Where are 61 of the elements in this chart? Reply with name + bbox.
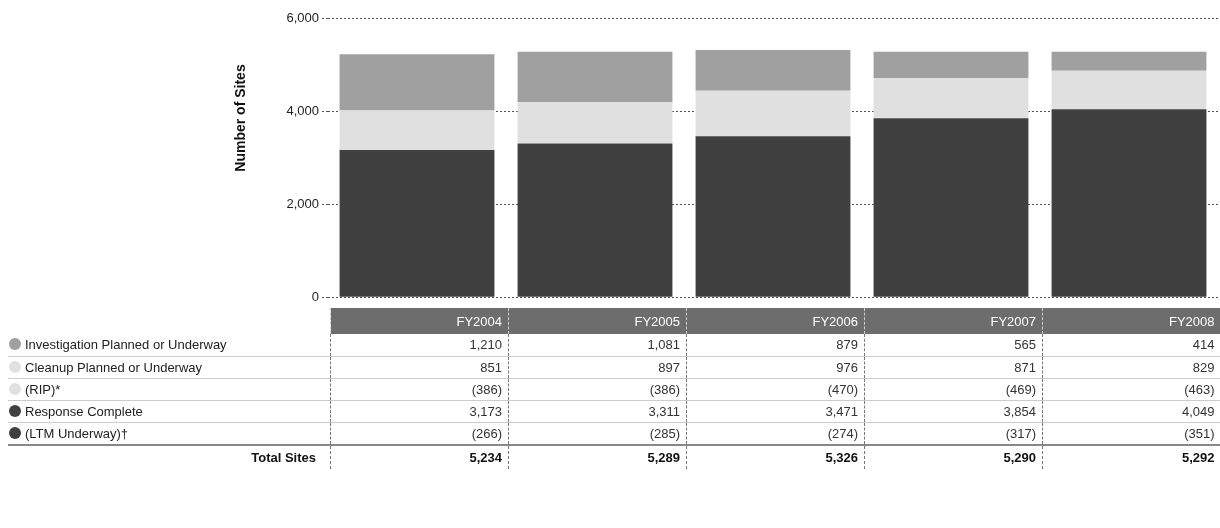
data-label: 3,311 bbox=[508, 400, 687, 422]
legend-label: Response Complete bbox=[24, 402, 144, 421]
bar bbox=[1051, 109, 1207, 297]
text: (463) bbox=[1184, 381, 1215, 397]
bar bbox=[517, 143, 673, 297]
text: (351) bbox=[1184, 425, 1215, 441]
bar bbox=[339, 54, 495, 111]
text: (386) bbox=[471, 381, 502, 397]
data-label: 879 bbox=[686, 334, 865, 356]
bar bbox=[1051, 51, 1207, 71]
bar bbox=[517, 101, 673, 144]
legend-label: (LTM Underway)† bbox=[24, 424, 130, 443]
text: 5,290 bbox=[864, 444, 1043, 469]
text: (469) bbox=[1005, 381, 1036, 397]
legend-label: Investigation Planned or Underway bbox=[24, 336, 228, 355]
x-tick-label: FY2006 bbox=[686, 308, 865, 334]
legend-label: (RIP)* bbox=[24, 380, 62, 399]
y-tick-label: 2,000 bbox=[286, 195, 319, 211]
bar bbox=[339, 149, 495, 297]
y-tick-label: 0 bbox=[311, 288, 319, 304]
y-axis-title: Number of Sites bbox=[232, 64, 248, 172]
y-tick-label: 4,000 bbox=[286, 103, 319, 119]
y-tick-label: 6,000 bbox=[286, 10, 319, 26]
data-label: 3,471 bbox=[686, 400, 865, 422]
x-tick-label: FY2007 bbox=[864, 308, 1043, 334]
bar bbox=[873, 77, 1029, 119]
data-label: 3,854 bbox=[864, 400, 1043, 422]
data-label: 4,049 bbox=[1042, 400, 1220, 422]
text: 5,234 bbox=[330, 444, 509, 469]
text: Total Sites bbox=[250, 448, 317, 467]
bar bbox=[517, 51, 673, 102]
legend-label: Cleanup Planned or Underway bbox=[24, 358, 204, 377]
data-label: 829 bbox=[1042, 356, 1220, 378]
text: 5,326 bbox=[686, 444, 865, 469]
bar bbox=[695, 136, 851, 297]
data-label: 897 bbox=[508, 356, 687, 378]
text: (285) bbox=[649, 425, 680, 441]
data-label: 1,081 bbox=[508, 334, 687, 356]
text: 5,289 bbox=[508, 444, 687, 469]
x-tick-label: FY2004 bbox=[330, 308, 509, 334]
data-label: 871 bbox=[864, 356, 1043, 378]
bar bbox=[695, 50, 851, 91]
text: (274) bbox=[827, 425, 858, 441]
bar bbox=[873, 118, 1029, 297]
data-label: 3,173 bbox=[330, 400, 509, 422]
bar bbox=[695, 90, 851, 137]
data-label: 1,210 bbox=[330, 334, 509, 356]
text: (470) bbox=[827, 381, 858, 397]
data-label: 414 bbox=[1042, 334, 1220, 356]
x-tick-label: FY2008 bbox=[1042, 308, 1220, 334]
text: (317) bbox=[1005, 425, 1036, 441]
bar bbox=[1051, 70, 1207, 110]
data-label: 851 bbox=[330, 356, 509, 378]
text: (266) bbox=[471, 425, 502, 441]
text: 5,292 bbox=[1042, 444, 1220, 469]
bar bbox=[873, 51, 1029, 78]
data-label: 565 bbox=[864, 334, 1043, 356]
text: (386) bbox=[649, 381, 680, 397]
bar bbox=[339, 110, 495, 150]
x-tick-label: FY2005 bbox=[508, 308, 687, 334]
data-label: 976 bbox=[686, 356, 865, 378]
